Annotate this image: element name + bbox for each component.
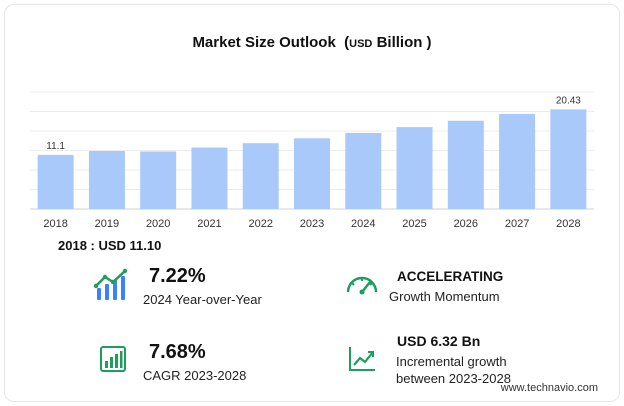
x-tick-label: 2023 bbox=[300, 218, 324, 230]
growth-value: USD 6.32 Bn bbox=[397, 333, 481, 349]
cagr-label: CAGR 2023-2028 bbox=[143, 368, 247, 383]
chart-title: Market Size Outlook (USD Billion ) bbox=[192, 34, 432, 51]
title-unit: Billion bbox=[376, 34, 423, 51]
cagr-value: 7.68% bbox=[149, 341, 206, 363]
bar-2026 bbox=[447, 120, 484, 209]
title-text: Market Size Outlook bbox=[192, 34, 336, 51]
bar-2027 bbox=[499, 113, 536, 209]
x-tick-label: 2024 bbox=[351, 218, 375, 230]
x-tick-label: 2021 bbox=[197, 218, 221, 230]
title-unit-prefix: USD bbox=[349, 38, 373, 50]
bar-2025 bbox=[396, 127, 433, 209]
x-tick-label: 2020 bbox=[146, 218, 170, 230]
bar-2028 bbox=[550, 109, 587, 209]
yoy-value: 7.22% bbox=[149, 265, 206, 287]
bar-2021 bbox=[191, 147, 228, 209]
bar-2018 bbox=[37, 154, 74, 209]
bar-2020 bbox=[140, 151, 177, 209]
x-tick-label: 2018 bbox=[43, 218, 67, 230]
base-year-value: 2018 : USD 11.10 bbox=[58, 238, 162, 253]
x-tick-label: 2026 bbox=[454, 218, 478, 230]
bar-2019 bbox=[88, 150, 125, 209]
chart-box-icon bbox=[100, 346, 126, 372]
bar-2022 bbox=[242, 143, 279, 209]
x-tick-label: 2022 bbox=[248, 218, 272, 230]
source-credit: www.technavio.com bbox=[500, 382, 598, 394]
x-tick-label: 2027 bbox=[505, 218, 529, 230]
x-tick-label: 2025 bbox=[402, 218, 426, 230]
momentum-label: Growth Momentum bbox=[389, 289, 500, 304]
growth-label-line1: Incremental growth bbox=[396, 354, 507, 369]
growth-label-line2: between 2023-2028 bbox=[396, 371, 511, 386]
data-label: 20.43 bbox=[556, 95, 581, 106]
bar-chart: 2018 11.1 2019 2020 2021 2022 2023 2024 2025 2026… bbox=[30, 91, 594, 230]
line-chart-icon bbox=[349, 347, 375, 371]
x-tick-label: 2019 bbox=[95, 218, 119, 230]
momentum-value: ACCELERATING bbox=[397, 269, 504, 284]
bar-2024 bbox=[345, 132, 382, 209]
yoy-label: 2024 Year-over-Year bbox=[143, 292, 262, 307]
bar-2023 bbox=[294, 138, 330, 209]
bar-growth-icon bbox=[93, 268, 128, 300]
data-label: 11.1 bbox=[46, 141, 65, 152]
speedometer-icon bbox=[346, 276, 378, 295]
x-tick-label: 2028 bbox=[556, 218, 580, 230]
